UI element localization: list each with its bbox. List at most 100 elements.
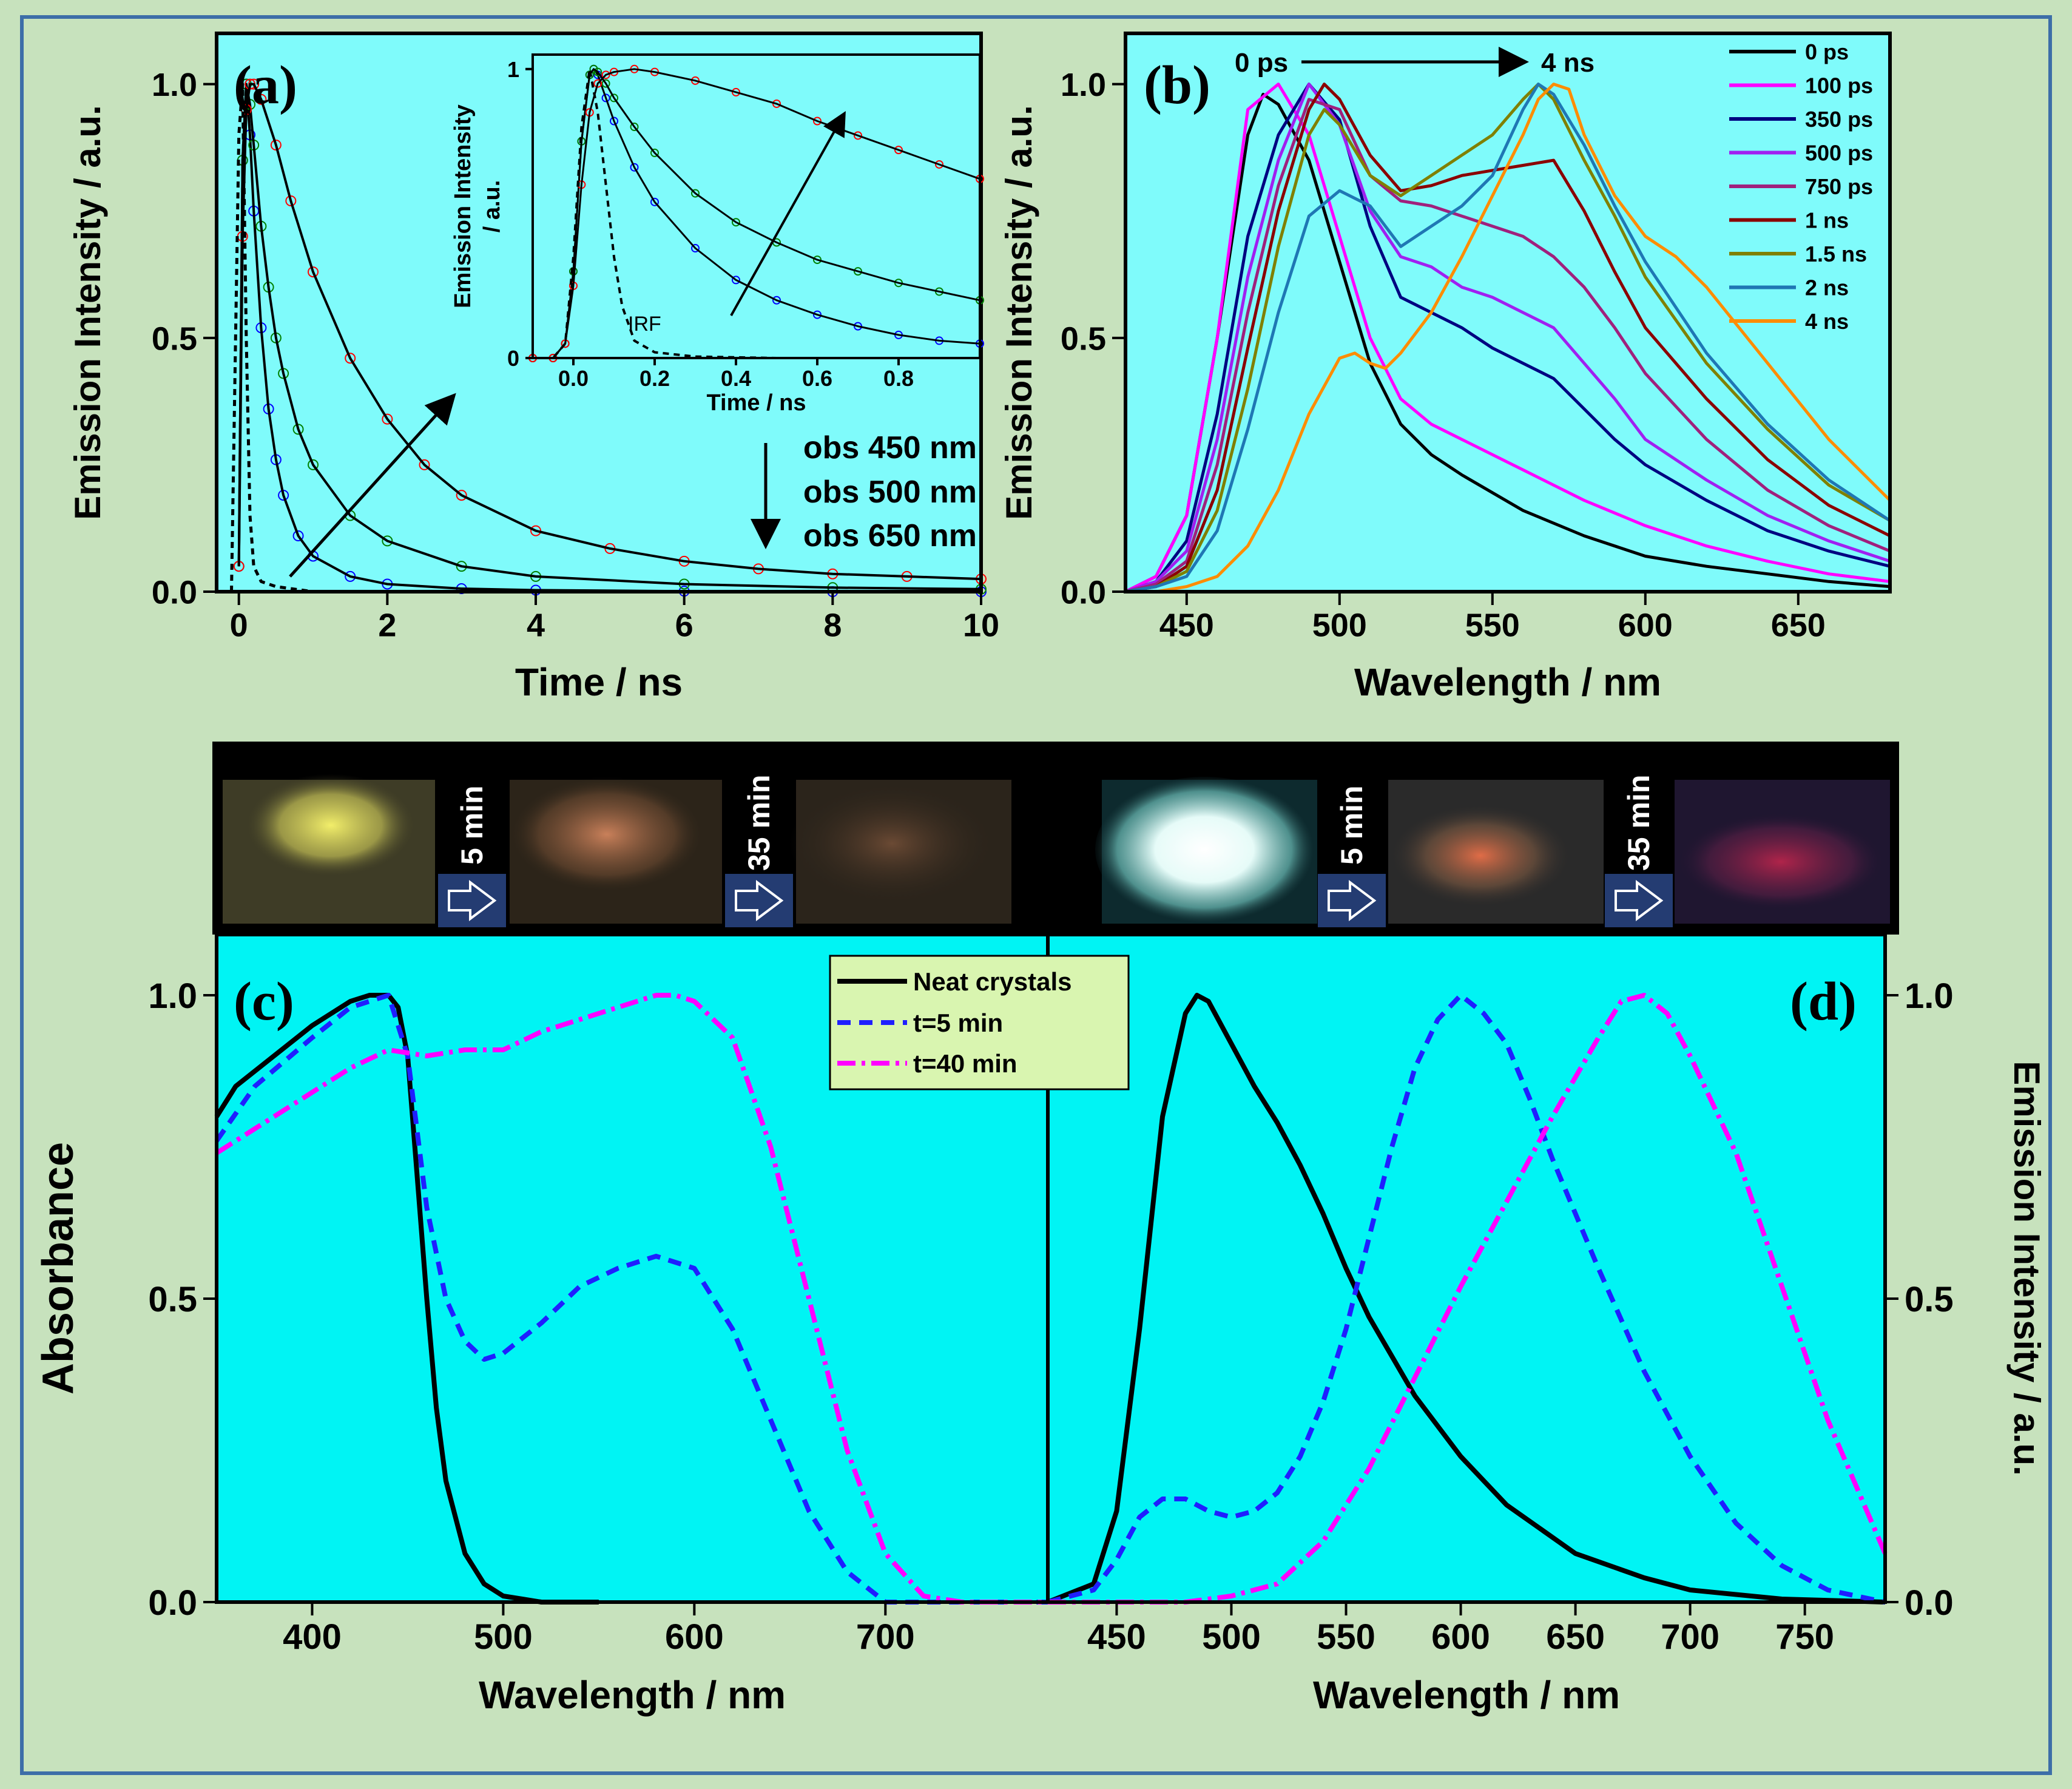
point-a-2-11 (419, 459, 430, 470)
series-a-1 (237, 83, 982, 590)
panel-label-d: (d) (1790, 972, 1857, 1032)
ytick-label-a-2: 1.0 (152, 67, 197, 103)
ytick-label-c-0: 0.0 (148, 1583, 197, 1623)
point-a-2-6 (270, 140, 282, 150)
ylabel-b: Emission Intensity / a.u. (999, 105, 1039, 520)
photo-right-2 (1388, 780, 1604, 924)
xtick-label-b-4: 650 (1771, 607, 1826, 643)
xtick-label-a-0: 0 (230, 607, 248, 643)
xtick-label-a-5: 10 (963, 607, 999, 643)
series-a-2 (237, 83, 982, 581)
ytick-label-b-2: 1.0 (1061, 67, 1106, 103)
point-a-2-10 (382, 413, 393, 425)
chart-a-inset: 0.0 0.2 0.4 0.6 0.8 0 1 Time / ns Emission Inten… (450, 53, 984, 416)
inset-a-frame (531, 53, 981, 359)
legend-b-label-8: 4 ns (1805, 309, 1849, 334)
legend-c-label-40min: t=40 min (913, 1049, 1017, 1078)
series-b-750-ps (1125, 98, 1891, 594)
series-b-2-ns (1125, 83, 1891, 594)
legend-c-box (829, 955, 1130, 1091)
legend-b-label-7: 2 ns (1805, 276, 1849, 300)
ytick-label-d-1: 0.5 (1905, 1280, 1954, 1319)
ylabel-c: Absorbance (34, 1142, 83, 1395)
series-b-350-ps (1125, 83, 1891, 594)
ylabel-a-inset-line2: / a.u. (479, 180, 505, 233)
ytick-label-b-0: 0.0 (1061, 574, 1106, 610)
xtick-label-d-3: 600 (1431, 1617, 1490, 1657)
xtick-label-a-inset-2: 0.4 (721, 366, 751, 391)
inset-a-trend-arrow (730, 111, 846, 316)
xlabel-c: Wavelength / nm (479, 1673, 786, 1717)
xtick-label-d-4: 650 (1546, 1617, 1605, 1657)
xtick-label-b-2: 550 (1465, 607, 1520, 643)
point-a-inset-0-11 (650, 197, 659, 206)
photo-left-time-1: 5 min (455, 785, 489, 865)
photo-right-1 (1095, 777, 1317, 924)
xtick-label-d-0: 450 (1087, 1617, 1146, 1657)
xtick-label-a-inset-4: 0.8 (883, 366, 914, 391)
point-a-inset-2-7 (601, 70, 610, 79)
ytick-label-d-0: 0.0 (1905, 1583, 1954, 1623)
ytick-label-d-2: 1.0 (1905, 976, 1954, 1016)
ylabel-a-inset-line1: Emission Intensity (450, 104, 476, 308)
xtick-label-a-inset-3: 0.6 (802, 366, 832, 391)
point-a-2-9 (345, 353, 356, 364)
point-a-inset-0-8 (601, 93, 610, 103)
trend-arrow-a (289, 393, 456, 578)
legend-c: Neat crystals t=5 min t=40 min (829, 955, 1130, 1091)
photo-right-time-2: 35 min (1622, 775, 1656, 871)
series-d-t-40-min (1048, 993, 1888, 1605)
photo-left-step-2: 35 min (725, 775, 793, 927)
legend-b-label-2: 350 ps (1805, 107, 1873, 132)
ytick-label-a-0: 0.0 (152, 574, 197, 610)
xtick-label-a-2: 4 (527, 607, 545, 643)
point-a-inset-0-14 (772, 296, 781, 305)
ytick-label-c-2: 1.0 (148, 976, 197, 1016)
point-a-inset-1-7 (593, 67, 602, 76)
b-arrow-start-label: 0 ps (1235, 48, 1288, 78)
frame-b (1124, 32, 1892, 594)
xtick-label-b-3: 600 (1618, 607, 1673, 643)
xlabel-b: Wavelength / nm (1354, 660, 1661, 704)
xlabel-a-inset: Time / ns (706, 390, 806, 416)
xtick-label-c-2: 600 (665, 1617, 724, 1657)
point-a-2-8 (308, 266, 319, 278)
point-a-1-12 (382, 535, 393, 547)
frame-a-inset (531, 53, 981, 359)
point-a-inset-2-13 (772, 99, 781, 108)
panel-label-c: (c) (234, 972, 294, 1032)
series-b-1-ns (1125, 83, 1891, 594)
xlabel-a: Time / ns (515, 660, 683, 704)
series-c-neat-crystals (214, 993, 599, 1605)
photo-left-3 (789, 780, 1011, 924)
point-a-inset-2-12 (732, 87, 740, 96)
chart-d: 450 500 550 600 650 700 750 0.0 0.5 1.0 Wavelength… (1046, 933, 2047, 1717)
point-a-inset-2-14 (813, 117, 822, 126)
xtick-label-c-0: 400 (283, 1617, 342, 1657)
legend-c-label-5min: t=5 min (913, 1009, 1003, 1037)
point-a-inset-1-13 (732, 218, 740, 227)
legend-b-label-1: 100 ps (1805, 73, 1873, 98)
legend-b-label-0: 0 ps (1805, 39, 1849, 64)
figure-border (20, 15, 2052, 1775)
legend-b-label-6: 1.5 ns (1805, 242, 1867, 266)
point-a-inset-1-8 (601, 79, 610, 88)
point-a-inset-1-10 (630, 123, 639, 132)
photo-right-3 (1675, 780, 1890, 924)
legend-b-label-5: 1 ns (1805, 208, 1849, 233)
point-a-inset-1-11 (650, 148, 659, 157)
point-a-inset-0-10 (630, 163, 639, 172)
point-a-inset-1-16 (854, 267, 862, 276)
photo-right-step-1: 5 min (1318, 785, 1386, 927)
series-b-4-ns (1125, 83, 1891, 594)
point-a-2-7 (285, 195, 297, 206)
xtick-label-a-inset-0: 0.0 (558, 366, 589, 391)
series-b-100-ps (1124, 83, 1891, 594)
photo-left-2 (510, 777, 722, 924)
xtick-label-d-1: 500 (1202, 1617, 1261, 1657)
xtick-label-d-5: 700 (1661, 1617, 1719, 1657)
xtick-label-a-4: 8 (823, 607, 842, 643)
legend-a-item-450: obs 450 nm (803, 430, 977, 465)
photo-left-step-1: 5 min (438, 785, 506, 927)
